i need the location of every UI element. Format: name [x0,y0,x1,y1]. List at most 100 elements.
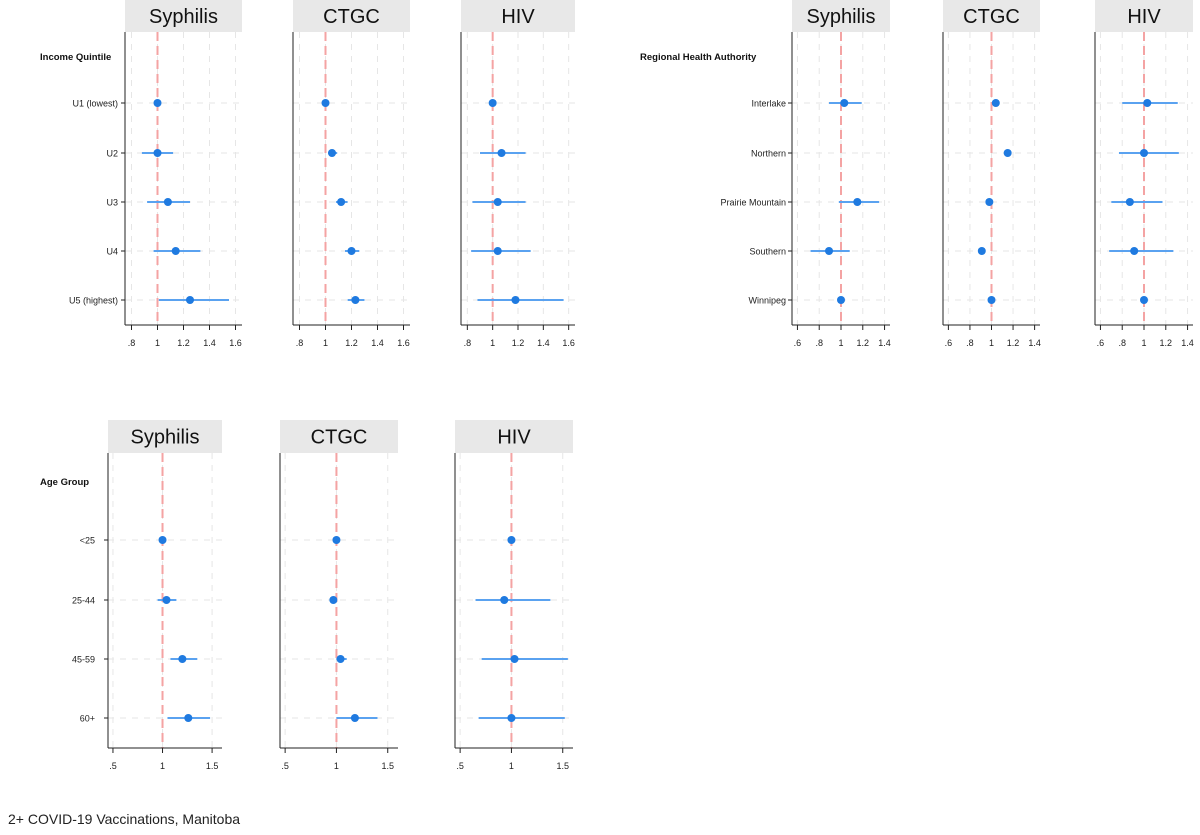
point-estimate [511,296,520,304]
x-tick-label: 1.6 [229,338,242,348]
panel-strip [280,420,398,453]
x-tick-label: 1.5 [381,761,394,771]
x-tick-label: 1.2 [512,338,525,348]
x-tick-label: .5 [281,761,289,771]
group-title: Age Group [40,477,89,488]
point-estimate [153,99,162,107]
x-tick-label: 1.4 [203,338,216,348]
point-estimate [825,247,834,255]
point-estimate [493,247,502,255]
x-tick-label: 1.2 [345,338,358,348]
category-label: Northern [751,149,786,159]
point-estimate [1143,99,1152,107]
point-estimate [1140,149,1148,157]
point-estimate [351,296,360,304]
x-tick-label: .5 [109,761,117,771]
x-tick-label: 1.2 [1007,338,1020,348]
panel-title: HIV [501,6,535,28]
x-tick-label: 1.4 [537,338,550,348]
point-estimate [1125,198,1134,206]
point-estimate [493,198,502,206]
x-tick-label: .5 [456,761,464,771]
panel-strip [108,420,222,453]
point-estimate [1130,247,1139,255]
point-estimate [853,198,862,206]
point-estimate [162,596,171,604]
x-tick-label: 1.4 [1028,338,1041,348]
x-tick-label: 1.4 [878,338,891,348]
x-tick-label: 1 [989,338,994,348]
point-estimate [186,296,194,304]
point-estimate [1140,296,1148,304]
category-label: U2 [106,149,118,159]
panel-title: CTGC [963,6,1020,28]
panel-title: HIV [497,427,531,449]
point-estimate [510,655,519,663]
x-tick-label: .8 [1118,338,1126,348]
panel-strip [792,0,890,32]
point-estimate [497,149,506,157]
x-tick-label: .6 [794,338,802,348]
category-label: U3 [106,198,118,208]
x-tick-label: 1.5 [556,761,569,771]
x-tick-label: 1 [1141,338,1146,348]
category-label: Winnipeg [748,296,786,306]
panel-title: Syphilis [807,6,876,28]
panel-strip [125,0,242,32]
category-label: U5 (highest) [69,296,118,306]
point-estimate [153,149,162,157]
panel-strip [455,420,573,453]
panel-strip [461,0,575,32]
point-estimate [987,296,996,304]
panel-title: CTGC [311,427,368,449]
point-estimate [500,596,509,604]
category-label: U1 (lowest) [72,99,118,109]
panel-strip [943,0,1040,32]
panel-title: Syphilis [149,6,218,28]
point-estimate [158,536,167,544]
point-estimate [337,198,346,206]
x-tick-label: .8 [464,338,472,348]
x-tick-label: .8 [966,338,974,348]
point-estimate [178,655,187,663]
point-estimate [347,247,356,255]
point-estimate [336,655,345,663]
point-estimate [350,714,359,722]
group-title: Regional Health Authority [640,52,757,63]
x-tick-label: .8 [296,338,304,348]
point-estimate [329,596,338,604]
figure-caption: 2+ COVID-19 Vaccinations, Manitoba [8,811,241,827]
point-estimate [837,296,845,304]
point-estimate [1003,149,1012,157]
x-tick-label: .8 [815,338,823,348]
point-estimate [977,247,986,255]
point-estimate [163,198,172,206]
category-label: 60+ [80,714,95,724]
x-tick-label: 1.4 [1181,338,1194,348]
category-label: <25 [80,536,95,546]
panel-title: HIV [1127,6,1161,28]
point-estimate [184,714,193,722]
category-label: U4 [106,247,118,257]
x-tick-label: 1 [323,338,328,348]
category-label: 25-44 [72,596,95,606]
x-tick-label: 1 [155,338,160,348]
point-estimate [171,247,180,255]
panel-strip [1095,0,1193,32]
point-estimate [488,99,497,107]
category-label: 45-59 [72,655,95,665]
x-tick-label: 1 [490,338,495,348]
x-tick-label: 1.6 [397,338,410,348]
point-estimate [985,198,994,206]
category-label: Southern [749,247,786,257]
x-tick-label: 1 [838,338,843,348]
group-title: Income Quintile [40,52,111,63]
panel-title: Syphilis [131,427,200,449]
point-estimate [507,714,516,722]
x-tick-label: 1 [334,761,339,771]
x-tick-label: 1.5 [206,761,219,771]
category-label: Prairie Mountain [720,198,786,208]
x-tick-label: 1.4 [371,338,384,348]
x-tick-label: .8 [128,338,136,348]
